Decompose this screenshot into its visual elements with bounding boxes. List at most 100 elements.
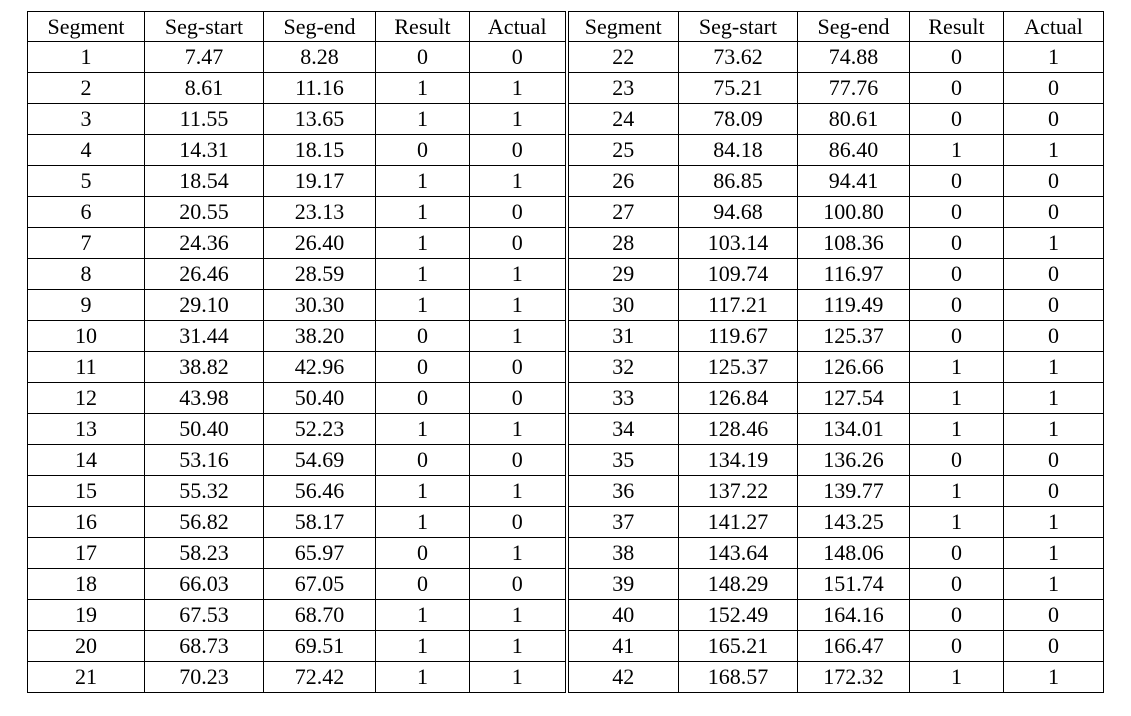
cell-segment-right: 22 <box>564 41 679 73</box>
cell-seg-start-left: 18.54 <box>144 165 264 197</box>
table-row: 15 55.32 56.46 1 1 36 137.22 139.77 1 0 <box>27 475 1104 507</box>
cell-actual-right: 0 <box>1003 72 1104 104</box>
cell-segment-right: 38 <box>564 537 679 569</box>
cell-segment-left: 3 <box>27 103 145 135</box>
table-body: 1 7.47 8.28 0 0 22 73.62 74.88 0 1 2 8.61 11.16 1 1 23 7… <box>27 41 1104 693</box>
cell-seg-start-left: 26.46 <box>144 258 264 290</box>
cell-actual-right: 1 <box>1003 41 1104 73</box>
cell-result-right: 0 <box>909 165 1004 197</box>
cell-result-right: 0 <box>909 227 1004 259</box>
cell-seg-end-right: 136.26 <box>797 444 910 476</box>
cell-seg-start-right: 125.37 <box>678 351 798 383</box>
cell-segment-left: 4 <box>27 134 145 166</box>
cell-result-left: 0 <box>375 351 470 383</box>
cell-result-left: 1 <box>375 413 470 445</box>
cell-actual-right: 1 <box>1003 382 1104 414</box>
cell-seg-end-right: 134.01 <box>797 413 910 445</box>
cell-result-right: 1 <box>909 475 1004 507</box>
cell-actual-left: 0 <box>469 506 567 538</box>
cell-actual-left: 1 <box>469 661 567 693</box>
cell-segment-left: 7 <box>27 227 145 259</box>
cell-seg-end-left: 50.40 <box>263 382 376 414</box>
cell-actual-left: 1 <box>469 599 567 631</box>
cell-seg-start-left: 31.44 <box>144 320 264 352</box>
cell-actual-right: 0 <box>1003 320 1104 352</box>
cell-result-left: 0 <box>375 41 470 73</box>
cell-seg-end-left: 23.13 <box>263 196 376 228</box>
cell-seg-end-left: 8.28 <box>263 41 376 73</box>
table-row: 1 7.47 8.28 0 0 22 73.62 74.88 0 1 <box>27 41 1104 73</box>
header-seg-end-left: Seg-end <box>263 11 376 42</box>
cell-actual-right: 0 <box>1003 103 1104 135</box>
cell-result-left: 1 <box>375 227 470 259</box>
cell-seg-start-right: 86.85 <box>678 165 798 197</box>
cell-result-right: 1 <box>909 661 1004 693</box>
cell-actual-left: 0 <box>469 134 567 166</box>
cell-seg-start-left: 56.82 <box>144 506 264 538</box>
table-row: 5 18.54 19.17 1 1 26 86.85 94.41 0 0 <box>27 165 1104 197</box>
cell-actual-left: 0 <box>469 196 567 228</box>
cell-result-left: 1 <box>375 661 470 693</box>
cell-result-right: 1 <box>909 382 1004 414</box>
cell-seg-start-left: 67.53 <box>144 599 264 631</box>
segment-results-table-container: Segment Seg-start Seg-end Result Actual … <box>27 11 1104 693</box>
cell-seg-end-right: 127.54 <box>797 382 910 414</box>
cell-result-right: 1 <box>909 413 1004 445</box>
cell-segment-right: 36 <box>564 475 679 507</box>
header-segment-right: Segment <box>564 11 679 42</box>
cell-seg-start-right: 119.67 <box>678 320 798 352</box>
cell-result-right: 0 <box>909 320 1004 352</box>
cell-seg-end-right: 125.37 <box>797 320 910 352</box>
cell-actual-left: 0 <box>469 382 567 414</box>
cell-result-right: 0 <box>909 41 1004 73</box>
cell-actual-right: 0 <box>1003 630 1104 662</box>
cell-seg-start-right: 75.21 <box>678 72 798 104</box>
cell-seg-start-right: 134.19 <box>678 444 798 476</box>
table-row: 13 50.40 52.23 1 1 34 128.46 134.01 1 1 <box>27 413 1104 445</box>
cell-seg-start-right: 152.49 <box>678 599 798 631</box>
cell-seg-start-right: 141.27 <box>678 506 798 538</box>
cell-segment-left: 19 <box>27 599 145 631</box>
table-row: 2 8.61 11.16 1 1 23 75.21 77.76 0 0 <box>27 72 1104 104</box>
cell-segment-left: 5 <box>27 165 145 197</box>
cell-actual-right: 0 <box>1003 289 1104 321</box>
header-actual-left: Actual <box>469 11 567 42</box>
cell-seg-end-left: 54.69 <box>263 444 376 476</box>
cell-segment-left: 12 <box>27 382 145 414</box>
cell-seg-start-left: 24.36 <box>144 227 264 259</box>
cell-result-left: 1 <box>375 289 470 321</box>
cell-segment-left: 11 <box>27 351 145 383</box>
cell-segment-left: 17 <box>27 537 145 569</box>
table-row: 17 58.23 65.97 0 1 38 143.64 148.06 0 1 <box>27 537 1104 569</box>
cell-result-left: 0 <box>375 444 470 476</box>
cell-actual-left: 1 <box>469 165 567 197</box>
cell-actual-right: 1 <box>1003 537 1104 569</box>
header-result-left: Result <box>375 11 470 42</box>
cell-actual-left: 1 <box>469 475 567 507</box>
cell-seg-end-left: 26.40 <box>263 227 376 259</box>
cell-seg-start-left: 8.61 <box>144 72 264 104</box>
table-row: 14 53.16 54.69 0 0 35 134.19 136.26 0 0 <box>27 444 1104 476</box>
cell-segment-right: 34 <box>564 413 679 445</box>
cell-seg-end-right: 172.32 <box>797 661 910 693</box>
cell-seg-start-left: 70.23 <box>144 661 264 693</box>
cell-actual-left: 1 <box>469 289 567 321</box>
segment-results-table: Segment Seg-start Seg-end Result Actual … <box>27 11 1104 693</box>
cell-seg-start-left: 11.55 <box>144 103 264 135</box>
cell-actual-right: 1 <box>1003 134 1104 166</box>
cell-segment-left: 1 <box>27 41 145 73</box>
cell-seg-end-right: 94.41 <box>797 165 910 197</box>
cell-seg-end-left: 67.05 <box>263 568 376 600</box>
header-actual-right: Actual <box>1003 11 1104 42</box>
cell-segment-right: 27 <box>564 196 679 228</box>
cell-seg-start-right: 117.21 <box>678 289 798 321</box>
cell-seg-start-left: 53.16 <box>144 444 264 476</box>
cell-seg-start-right: 103.14 <box>678 227 798 259</box>
header-segment-left: Segment <box>27 11 145 42</box>
cell-segment-left: 18 <box>27 568 145 600</box>
cell-seg-end-right: 80.61 <box>797 103 910 135</box>
cell-segment-left: 21 <box>27 661 145 693</box>
cell-result-left: 1 <box>375 599 470 631</box>
cell-seg-start-right: 137.22 <box>678 475 798 507</box>
cell-segment-left: 6 <box>27 196 145 228</box>
